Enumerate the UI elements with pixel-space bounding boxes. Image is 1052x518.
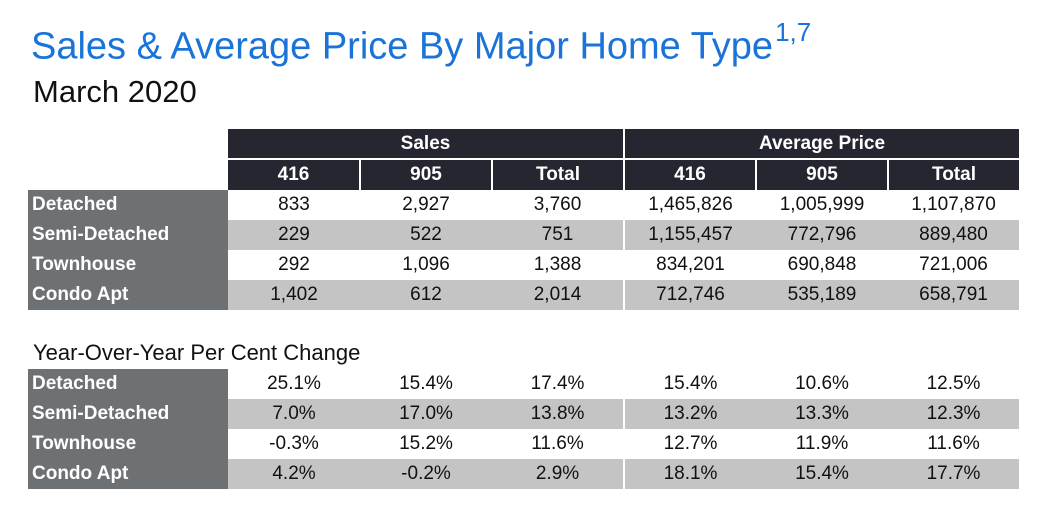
yoy-section-title: Year-Over-Year Per Cent Change	[33, 340, 361, 365]
table-cell: 1,107,870	[911, 194, 996, 215]
table-cell: 15.4%	[399, 373, 453, 394]
page-subtitle: March 2020	[33, 74, 197, 109]
table-cell: 751	[492, 220, 624, 250]
row-label: Semi-Detached	[28, 220, 228, 250]
table-cell: 15.4%	[623, 369, 756, 399]
table-cell: 7.0%	[228, 399, 360, 429]
table-cell: 690,848	[787, 254, 857, 275]
table-row: Condo Apt 4.2% -0.2% 2.9% 18.1% 15.4% 17…	[28, 459, 1019, 489]
table-cell: 2.9%	[492, 459, 624, 489]
yoy-change-table: Detached 25.1% 15.4% 17.4% 15.4% 10.6% 1…	[28, 369, 1019, 489]
table-cell: 25.1%	[267, 373, 321, 394]
table-cell: 11.6%	[927, 433, 980, 454]
table-cell: 12.5%	[926, 373, 981, 394]
table-cell: 10.6%	[795, 373, 849, 394]
table-row: Semi-Detached 7.0% 17.0% 13.8% 13.2% 13.…	[28, 399, 1019, 429]
table-cell: 1,402	[228, 280, 360, 310]
table-cell: -0.3%	[269, 433, 319, 454]
page-title: Sales & Average Price By Major Home Type…	[31, 12, 811, 71]
table-row: Townhouse 292 1,096 1,388 834,201 690,84…	[28, 250, 1019, 280]
group-header-sales: Sales	[228, 129, 624, 159]
column-header: 905	[359, 158, 492, 190]
table-cell: 833	[278, 194, 310, 215]
table-row: Detached 833 2,927 3,760 1,465,826 1,005…	[28, 190, 1019, 220]
table-cell: 721,006	[919, 254, 988, 275]
table-cell: 12.7%	[623, 429, 756, 459]
table-cell: 2,014	[492, 280, 624, 310]
row-label: Condo Apt	[28, 280, 228, 310]
table-cell: 15.4%	[756, 459, 888, 489]
row-label: Semi-Detached	[28, 399, 228, 429]
header-blank	[28, 129, 228, 159]
table-cell: 712,746	[623, 280, 756, 310]
row-label: Townhouse	[28, 429, 228, 459]
table-cell: 12.3%	[888, 399, 1019, 429]
table-cell: 17.7%	[888, 459, 1019, 489]
table-cell: 535,189	[756, 280, 888, 310]
table-cell: 17.4%	[530, 373, 585, 394]
row-label: Condo Apt	[28, 459, 228, 489]
table-cell: 889,480	[888, 220, 1019, 250]
table-cell: 834,201	[623, 250, 756, 280]
table-cell: 292	[278, 254, 310, 275]
table-row: Detached 25.1% 15.4% 17.4% 15.4% 10.6% 1…	[28, 369, 1019, 399]
table-cell: 4.2%	[228, 459, 360, 489]
table-cell: 522	[360, 220, 492, 250]
table-cell: 2,927	[402, 194, 450, 215]
row-label: Townhouse	[28, 250, 228, 280]
table-cell: 11.9%	[795, 433, 849, 454]
table-cell: 1,465,826	[623, 190, 756, 220]
table-row: Townhouse -0.3% 15.2% 11.6% 12.7% 11.9% …	[28, 429, 1019, 459]
table-cell: 772,796	[756, 220, 888, 250]
column-header: Total	[887, 158, 1019, 190]
table-row: Condo Apt 1,402 612 2,014 712,746 535,18…	[28, 280, 1019, 310]
table-cell: 17.0%	[360, 399, 492, 429]
column-header: 416	[623, 158, 756, 190]
table-cell: 658,791	[888, 280, 1019, 310]
row-label: Detached	[28, 190, 228, 220]
column-header: 905	[755, 158, 888, 190]
table-cell: 13.2%	[623, 399, 756, 429]
table-cell: -0.2%	[360, 459, 492, 489]
table-cell: 1,155,457	[623, 220, 756, 250]
title-text: Sales & Average Price By Major Home Type	[31, 25, 774, 68]
table-cell: 13.8%	[492, 399, 624, 429]
table-cell: 229	[228, 220, 360, 250]
sales-price-table: Sales Average Price 416 905 Total 416 90…	[28, 129, 1019, 310]
table-cell: 1,005,999	[779, 194, 865, 215]
table-cell: 13.3%	[756, 399, 888, 429]
table-cell: 1,096	[402, 254, 450, 275]
table-cell: 11.6%	[531, 433, 584, 454]
column-header: Total	[491, 158, 624, 190]
group-header-average-price: Average Price	[623, 129, 1019, 159]
column-header: 416	[228, 158, 360, 190]
table-cell: 1,388	[533, 254, 582, 275]
header-blank	[28, 158, 228, 190]
table-cell: 3,760	[533, 194, 582, 215]
table-cell: 612	[360, 280, 492, 310]
table-row: Semi-Detached 229 522 751 1,155,457 772,…	[28, 220, 1019, 250]
row-label: Detached	[28, 369, 228, 399]
title-footnote: 1,7	[775, 17, 812, 47]
table-cell: 18.1%	[623, 459, 756, 489]
table-cell: 15.2%	[399, 433, 453, 454]
